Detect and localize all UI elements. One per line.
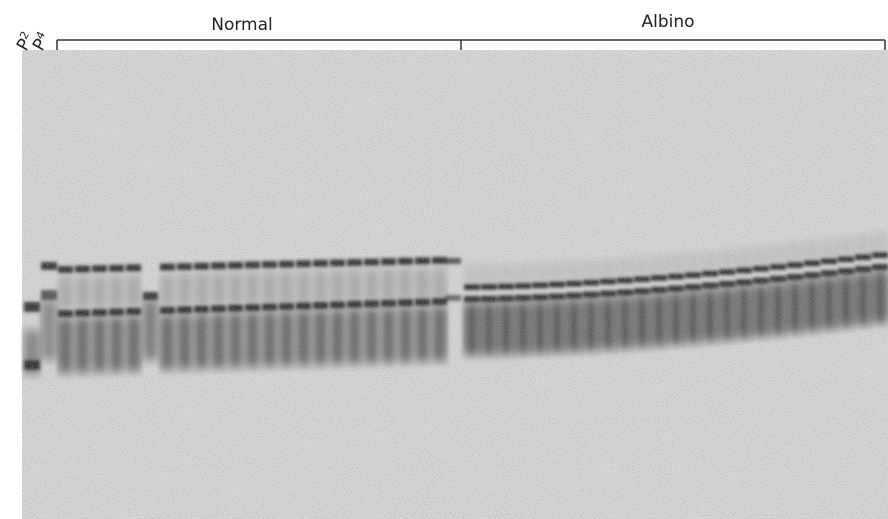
gel-grain [22, 50, 888, 519]
group-label: Normal [211, 15, 273, 35]
group-bracket [56, 39, 886, 50]
group-label: Albino [641, 12, 694, 32]
